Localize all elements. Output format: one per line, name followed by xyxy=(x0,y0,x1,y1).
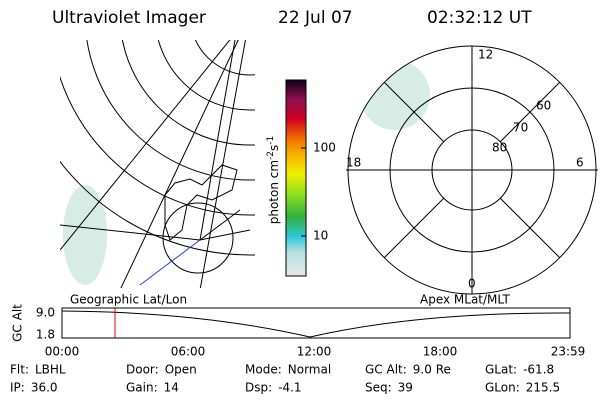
field-label: Gain: xyxy=(126,381,158,395)
colorbar-tick-label: 100 xyxy=(313,141,336,155)
field-label: Dsp: xyxy=(245,381,272,395)
y-tick-label: 9.0 xyxy=(36,306,55,320)
field-value: Open xyxy=(165,363,197,377)
panel-label: Geographic Lat/Lon xyxy=(70,293,187,307)
label-exp: -1 xyxy=(266,136,276,145)
field-value: 215.5 xyxy=(526,381,560,395)
header: Ultraviolet Imager 22 Jul 07 02:32:12 UT xyxy=(52,8,532,28)
y-axis-label: GC Alt xyxy=(11,304,25,342)
date: 22 Jul 07 xyxy=(278,8,353,28)
orbit-plot: Geographic Lat/Lon Apex MLat/MLT GC Alt … xyxy=(11,293,586,359)
field-label: Mode: xyxy=(245,363,282,377)
mlat-label: 80 xyxy=(492,141,507,155)
aurora-glow xyxy=(63,185,107,285)
geographic-map xyxy=(60,40,255,288)
colorbar: 100 10 photon cm-2s-1 xyxy=(266,79,336,277)
altitude-curve xyxy=(61,310,571,338)
latitude-arcs xyxy=(60,40,255,288)
field-value: 36.0 xyxy=(31,381,58,395)
mlt-label: 0 xyxy=(468,277,476,291)
field-label: Seq: xyxy=(365,381,392,395)
label-exp: -2 xyxy=(266,151,276,160)
time: 02:32:12 UT xyxy=(427,8,532,28)
field-label: Door: xyxy=(126,363,159,377)
polar-plot: 12 18 6 0 60 70 80 xyxy=(346,45,598,295)
x-tick-label: 12:00 xyxy=(297,345,332,359)
track xyxy=(139,239,201,286)
panel-label: Apex MLat/MLT xyxy=(420,293,510,307)
x-tick-label: 18:00 xyxy=(423,345,458,359)
field-value: LBHL xyxy=(35,363,66,377)
coastline xyxy=(164,164,238,241)
field-value: -61.8 xyxy=(523,363,554,377)
x-tick-label: 00:00 xyxy=(45,345,80,359)
colorbar-label: photon cm-2s-1 xyxy=(266,136,281,225)
field-label: Flt: xyxy=(10,363,29,377)
view-circle xyxy=(162,202,234,274)
mlat-label: 70 xyxy=(513,121,528,135)
field-value: -4.1 xyxy=(278,381,301,395)
x-tick-label: 06:00 xyxy=(171,345,206,359)
colorbar-tick-label: 10 xyxy=(313,229,328,243)
field-value: Normal xyxy=(288,363,331,377)
field-value: 9.0 Re xyxy=(413,363,451,377)
mlt-label: 18 xyxy=(346,156,361,170)
x-tick-label: 23:59 xyxy=(551,345,586,359)
field-value: 39 xyxy=(398,381,413,395)
y-tick-label: 1.8 xyxy=(36,328,55,342)
title: Ultraviolet Imager xyxy=(52,8,206,28)
orbit-frame xyxy=(61,307,571,339)
field-label: GLon: xyxy=(485,381,520,395)
polar-grid xyxy=(346,45,598,295)
field-label: IP: xyxy=(10,381,25,395)
label-text: s xyxy=(267,145,281,151)
aurora-glow xyxy=(360,60,430,130)
footer: Flt: LBHL Door: Open Mode: Normal GC Alt: 9.0 R… xyxy=(10,363,560,395)
field-label: GC Alt: xyxy=(365,363,407,377)
label-text: photon cm xyxy=(267,160,281,224)
mlt-label: 6 xyxy=(576,156,584,170)
colorbar-scale xyxy=(285,79,307,277)
field-label: GLat: xyxy=(485,363,517,377)
field-value: 14 xyxy=(164,381,179,395)
mlat-label: 60 xyxy=(536,99,551,113)
mlt-label: 12 xyxy=(478,48,493,62)
